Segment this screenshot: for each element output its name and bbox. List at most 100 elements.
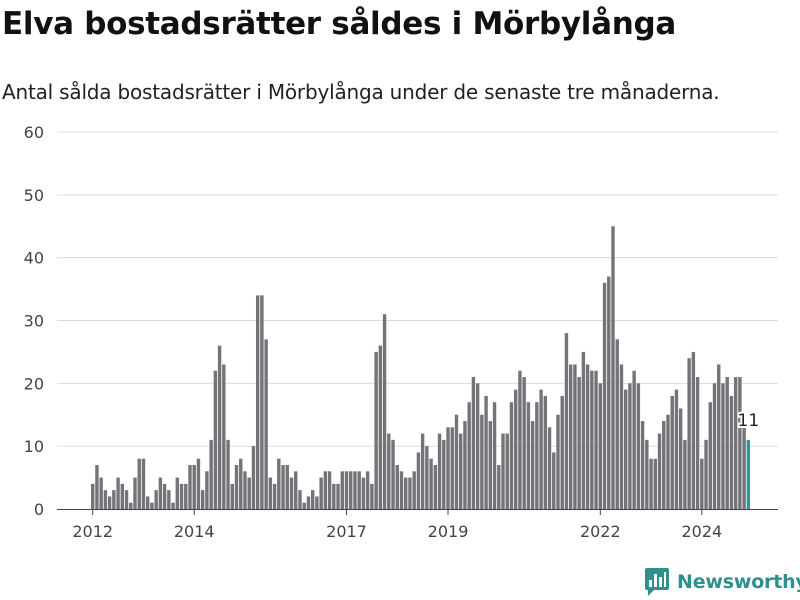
bar <box>539 389 543 509</box>
bar <box>420 433 425 509</box>
bar-latest <box>746 439 751 509</box>
bar <box>674 389 679 509</box>
bar <box>264 339 268 509</box>
bar <box>344 471 349 509</box>
bar <box>488 421 493 509</box>
bar <box>446 427 450 509</box>
x-axis: 2012 2014 2017 2019 2022 2024 <box>72 509 722 541</box>
brand-name: Newsworthy <box>677 571 800 593</box>
bar <box>695 377 700 509</box>
bar <box>568 364 573 509</box>
bar <box>518 370 522 509</box>
bar <box>662 421 666 509</box>
bar <box>298 490 302 509</box>
bar <box>184 483 188 509</box>
bar <box>302 502 306 509</box>
bar <box>217 345 222 509</box>
bar <box>729 395 734 509</box>
gridlines <box>57 131 778 447</box>
bar <box>509 402 514 509</box>
bar <box>442 439 446 509</box>
newsworthy-logo-icon <box>645 568 669 596</box>
bar <box>560 395 564 509</box>
bar <box>175 477 179 509</box>
bar <box>412 471 416 509</box>
bar <box>725 377 729 509</box>
bar <box>645 439 649 509</box>
bar <box>395 465 399 509</box>
bar <box>670 395 674 509</box>
bar <box>437 433 442 509</box>
bar <box>103 490 108 509</box>
y-tick-label: 60 <box>24 123 44 142</box>
bar <box>615 339 619 509</box>
bar <box>484 395 488 509</box>
bar <box>399 471 404 509</box>
bar <box>704 439 708 509</box>
bar <box>272 483 277 509</box>
bar-chart: 0 10 20 30 40 50 60 2012 2014 2017 2019 2022 2024 1… <box>24 123 778 541</box>
bar <box>590 370 594 509</box>
bar <box>556 414 560 509</box>
bar <box>573 364 577 509</box>
bar <box>120 483 125 509</box>
y-tick-label: 0 <box>34 500 44 519</box>
bars <box>91 226 751 509</box>
bar <box>526 402 531 509</box>
bar <box>450 427 454 509</box>
bar <box>463 421 467 509</box>
bar <box>277 458 281 509</box>
bar <box>188 465 192 509</box>
bar <box>150 502 154 509</box>
bar <box>649 458 653 509</box>
x-tick-label: 2012 <box>72 522 113 541</box>
bar <box>137 458 141 509</box>
bar <box>742 427 746 509</box>
bar <box>459 433 463 509</box>
bar <box>179 483 184 509</box>
bar <box>141 458 146 509</box>
newsworthy-logo: Newsworthy <box>645 567 800 597</box>
bar <box>602 282 607 509</box>
bar <box>653 458 657 509</box>
bar <box>129 502 133 509</box>
bar <box>99 477 103 509</box>
bar <box>294 471 298 509</box>
bar <box>158 477 163 509</box>
bar <box>200 490 205 509</box>
bar <box>522 377 526 509</box>
bar <box>213 370 218 509</box>
bar <box>712 383 717 509</box>
x-tick-label: 2019 <box>428 522 469 541</box>
bar <box>387 433 391 509</box>
bar <box>124 490 129 509</box>
bar <box>323 471 328 509</box>
y-axis: 0 10 20 30 40 50 60 <box>24 123 44 519</box>
bar <box>243 471 247 509</box>
bar <box>382 314 387 509</box>
bar <box>514 389 518 509</box>
bar <box>209 439 213 509</box>
bar <box>611 226 615 509</box>
bar <box>226 439 230 509</box>
bar <box>222 364 226 509</box>
bar <box>408 477 412 509</box>
bar <box>107 496 112 509</box>
bar <box>454 414 459 509</box>
bar <box>112 490 116 509</box>
bar <box>628 383 632 509</box>
bar <box>552 452 556 509</box>
bar <box>349 471 353 509</box>
bar <box>319 477 323 509</box>
bar <box>171 502 175 509</box>
y-tick-label: 20 <box>24 374 44 393</box>
chart-subtitle: Antal sålda bostadsrätter i Mörbylånga u… <box>2 80 720 104</box>
bar <box>636 383 641 509</box>
bar <box>116 477 120 509</box>
bar <box>721 383 725 509</box>
bar <box>530 421 535 509</box>
bar <box>547 427 552 509</box>
bar <box>340 471 344 509</box>
bar <box>327 471 332 509</box>
bar <box>365 471 370 509</box>
